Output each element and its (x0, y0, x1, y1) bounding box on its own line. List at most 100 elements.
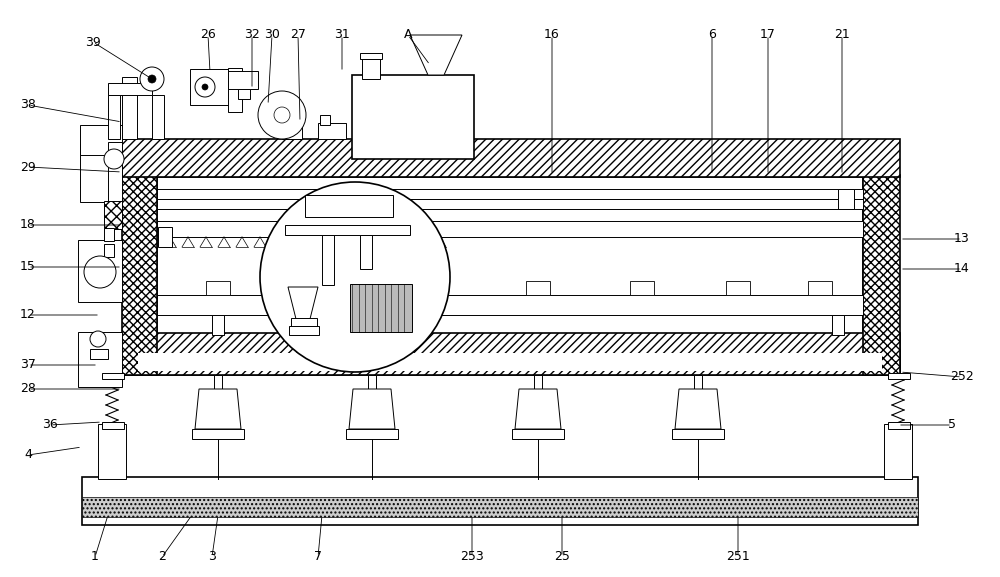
Bar (368, 375, 376, 389)
Bar (360, 53, 382, 59)
Bar (122, 77, 137, 139)
Polygon shape (288, 287, 318, 319)
Bar (108, 142, 122, 217)
Text: 252: 252 (950, 370, 974, 384)
Bar (138, 353, 882, 371)
Text: 31: 31 (334, 28, 350, 42)
Polygon shape (349, 389, 395, 429)
Bar (289, 326, 319, 335)
Text: 12: 12 (20, 309, 36, 321)
Bar (288, 281, 312, 295)
Text: A: A (404, 28, 412, 42)
Circle shape (140, 67, 164, 91)
Bar (512, 429, 564, 439)
Bar (398, 281, 422, 295)
Bar (694, 375, 702, 389)
Text: 14: 14 (954, 263, 970, 275)
Bar (78, 332, 122, 387)
Bar (726, 281, 750, 295)
Bar (192, 429, 244, 439)
Bar (214, 375, 222, 389)
Bar (534, 375, 542, 389)
Polygon shape (515, 389, 561, 429)
Bar (808, 281, 832, 295)
Bar (206, 281, 230, 295)
Text: 4: 4 (24, 448, 32, 462)
Bar (350, 284, 412, 332)
Bar (108, 95, 120, 139)
Bar (157, 177, 863, 350)
Bar (80, 125, 122, 155)
Polygon shape (675, 389, 721, 429)
Text: 7: 7 (314, 550, 322, 564)
Bar (78, 240, 122, 302)
Text: 37: 37 (20, 358, 36, 372)
Text: 5: 5 (948, 418, 956, 432)
Bar (228, 71, 258, 89)
Bar (80, 144, 122, 202)
Bar (157, 189, 863, 199)
Text: 28: 28 (20, 383, 36, 395)
Circle shape (258, 91, 306, 139)
Bar (832, 315, 844, 335)
Bar (212, 315, 224, 335)
Bar (108, 83, 152, 95)
Bar (157, 199, 863, 209)
Bar (320, 115, 330, 125)
Bar (158, 227, 172, 247)
Text: 13: 13 (954, 233, 970, 245)
Polygon shape (410, 35, 462, 75)
Text: 253: 253 (460, 550, 484, 564)
Circle shape (90, 331, 106, 347)
Bar (362, 57, 380, 79)
Bar (102, 373, 124, 379)
Text: 15: 15 (20, 260, 36, 273)
Text: 3: 3 (208, 550, 216, 564)
Circle shape (260, 182, 450, 372)
Bar (122, 175, 157, 375)
Bar (888, 373, 910, 379)
Bar (152, 95, 164, 139)
Circle shape (148, 75, 156, 83)
Bar (104, 244, 114, 257)
Text: 39: 39 (85, 36, 101, 48)
Bar (360, 235, 372, 269)
Bar (526, 281, 550, 295)
Bar (122, 333, 900, 375)
Text: 27: 27 (290, 28, 306, 42)
Bar (291, 318, 317, 327)
Text: 251: 251 (726, 550, 750, 564)
Bar (228, 68, 242, 112)
Bar (102, 422, 124, 429)
Bar (90, 349, 108, 359)
Bar (322, 235, 334, 285)
Bar (157, 295, 863, 315)
Bar (884, 424, 912, 479)
Text: 29: 29 (20, 160, 36, 174)
Text: 6: 6 (708, 28, 716, 42)
Bar (318, 123, 346, 139)
Text: 30: 30 (264, 28, 280, 42)
Circle shape (104, 149, 124, 169)
Text: 16: 16 (544, 28, 560, 42)
Text: 17: 17 (760, 28, 776, 42)
Polygon shape (195, 389, 241, 429)
Text: 26: 26 (200, 28, 216, 42)
Bar (98, 424, 126, 479)
Text: 18: 18 (20, 219, 36, 231)
Circle shape (195, 77, 215, 97)
Circle shape (202, 84, 208, 90)
Bar (672, 429, 724, 439)
Bar (82, 497, 918, 517)
Bar (122, 350, 900, 375)
Bar (122, 139, 900, 177)
Bar (863, 175, 900, 375)
Bar (238, 89, 250, 99)
Bar (838, 189, 854, 209)
Bar (888, 422, 910, 429)
Bar (104, 201, 122, 229)
Text: 21: 21 (834, 28, 850, 42)
Bar (346, 429, 398, 439)
Bar (305, 195, 393, 217)
Text: 38: 38 (20, 99, 36, 111)
